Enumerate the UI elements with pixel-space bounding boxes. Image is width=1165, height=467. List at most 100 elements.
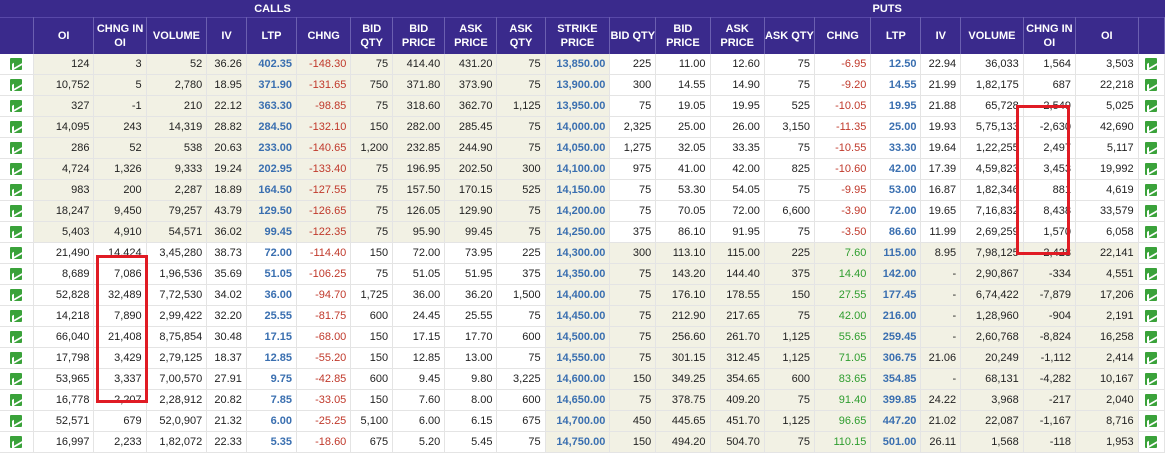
chart-icon[interactable]: [1145, 247, 1158, 260]
calls-cell-4[interactable]: 5.35: [246, 431, 298, 453]
calls-chart-cell[interactable]: [0, 368, 34, 390]
chart-icon[interactable]: [10, 142, 23, 155]
calls-cell-4[interactable]: 6.00: [246, 410, 298, 432]
calls-cell-4[interactable]: 129.50: [246, 200, 298, 222]
calls-chart-cell[interactable]: [0, 179, 34, 201]
puts-cell-5[interactable]: 86.60: [870, 221, 922, 243]
calls-chart-cell[interactable]: [0, 284, 34, 306]
chart-icon[interactable]: [1145, 58, 1158, 71]
puts-chart-cell[interactable]: [1138, 158, 1165, 180]
puts-chart-cell[interactable]: [1138, 54, 1165, 75]
puts-cell-5[interactable]: 501.00: [870, 431, 922, 453]
calls-cell-4[interactable]: 402.35: [246, 54, 298, 75]
puts-chart-cell[interactable]: [1138, 74, 1165, 96]
chart-icon[interactable]: [10, 415, 23, 428]
calls-chart-cell[interactable]: [0, 200, 34, 222]
chart-icon[interactable]: [1145, 142, 1158, 155]
calls-cell-4[interactable]: 36.00: [246, 284, 298, 306]
puts-cell-5[interactable]: 33.30: [870, 137, 922, 159]
chart-icon[interactable]: [10, 247, 23, 260]
chart-icon[interactable]: [10, 58, 23, 71]
puts-chart-cell[interactable]: [1138, 389, 1165, 411]
chart-icon[interactable]: [1145, 79, 1158, 92]
calls-chart-cell[interactable]: [0, 305, 34, 327]
chart-icon[interactable]: [1145, 184, 1158, 197]
calls-cell-4[interactable]: 7.85: [246, 389, 298, 411]
puts-chart-cell[interactable]: [1138, 95, 1165, 117]
puts-cell-5[interactable]: 306.75: [870, 347, 922, 369]
chart-icon[interactable]: [10, 79, 23, 92]
calls-chart-cell[interactable]: [0, 116, 34, 138]
calls-cell-4[interactable]: 202.95: [246, 158, 298, 180]
puts-chart-cell[interactable]: [1138, 221, 1165, 243]
chart-icon[interactable]: [1145, 163, 1158, 176]
puts-chart-cell[interactable]: [1138, 179, 1165, 201]
calls-chart-cell[interactable]: [0, 347, 34, 369]
chart-icon[interactable]: [10, 394, 23, 407]
calls-chart-cell[interactable]: [0, 389, 34, 411]
puts-cell-5[interactable]: 354.85: [870, 368, 922, 390]
calls-cell-4[interactable]: 363.30: [246, 95, 298, 117]
calls-chart-cell[interactable]: [0, 158, 34, 180]
puts-chart-cell[interactable]: [1138, 263, 1165, 285]
chart-icon[interactable]: [10, 268, 23, 281]
chart-icon[interactable]: [1145, 205, 1158, 218]
chart-icon[interactable]: [1145, 331, 1158, 344]
puts-cell-5[interactable]: 177.45: [870, 284, 922, 306]
calls-cell-4[interactable]: 284.50: [246, 116, 298, 138]
chart-icon[interactable]: [10, 436, 23, 449]
chart-icon[interactable]: [1145, 436, 1158, 449]
puts-cell-5[interactable]: 216.00: [870, 305, 922, 327]
puts-cell-5[interactable]: 19.95: [870, 95, 922, 117]
calls-chart-cell[interactable]: [0, 95, 34, 117]
puts-cell-5[interactable]: 14.55: [870, 74, 922, 96]
calls-cell-4[interactable]: 17.15: [246, 326, 298, 348]
chart-icon[interactable]: [10, 226, 23, 239]
calls-chart-cell[interactable]: [0, 54, 34, 75]
chart-icon[interactable]: [1145, 352, 1158, 365]
calls-chart-cell[interactable]: [0, 326, 34, 348]
puts-chart-cell[interactable]: [1138, 431, 1165, 453]
calls-cell-4[interactable]: 72.00: [246, 242, 298, 264]
puts-chart-cell[interactable]: [1138, 410, 1165, 432]
chart-icon[interactable]: [10, 163, 23, 176]
chart-icon[interactable]: [1145, 310, 1158, 323]
puts-cell-5[interactable]: 25.00: [870, 116, 922, 138]
chart-icon[interactable]: [1145, 121, 1158, 134]
chart-icon[interactable]: [10, 352, 23, 365]
puts-cell-5[interactable]: 12.50: [870, 54, 922, 75]
puts-chart-cell[interactable]: [1138, 284, 1165, 306]
puts-cell-5[interactable]: 53.00: [870, 179, 922, 201]
calls-chart-cell[interactable]: [0, 74, 34, 96]
chart-icon[interactable]: [10, 373, 23, 386]
puts-cell-5[interactable]: 72.00: [870, 200, 922, 222]
chart-icon[interactable]: [10, 205, 23, 218]
puts-chart-cell[interactable]: [1138, 326, 1165, 348]
calls-chart-cell[interactable]: [0, 263, 34, 285]
puts-cell-5[interactable]: 399.85: [870, 389, 922, 411]
calls-chart-cell[interactable]: [0, 137, 34, 159]
calls-chart-cell[interactable]: [0, 242, 34, 264]
chart-icon[interactable]: [10, 289, 23, 302]
chart-icon[interactable]: [10, 331, 23, 344]
calls-cell-4[interactable]: 9.75: [246, 368, 298, 390]
puts-cell-5[interactable]: 142.00: [870, 263, 922, 285]
chart-icon[interactable]: [10, 100, 23, 113]
chart-icon[interactable]: [10, 121, 23, 134]
calls-cell-4[interactable]: 51.05: [246, 263, 298, 285]
puts-chart-cell[interactable]: [1138, 137, 1165, 159]
puts-chart-cell[interactable]: [1138, 305, 1165, 327]
calls-cell-4[interactable]: 371.90: [246, 74, 298, 96]
calls-cell-4[interactable]: 99.45: [246, 221, 298, 243]
chart-icon[interactable]: [10, 184, 23, 197]
puts-cell-5[interactable]: 42.00: [870, 158, 922, 180]
calls-chart-cell[interactable]: [0, 431, 34, 453]
puts-chart-cell[interactable]: [1138, 116, 1165, 138]
calls-cell-4[interactable]: 12.85: [246, 347, 298, 369]
chart-icon[interactable]: [1145, 373, 1158, 386]
chart-icon[interactable]: [1145, 394, 1158, 407]
calls-chart-cell[interactable]: [0, 221, 34, 243]
puts-cell-5[interactable]: 447.20: [870, 410, 922, 432]
puts-chart-cell[interactable]: [1138, 368, 1165, 390]
chart-icon[interactable]: [1145, 415, 1158, 428]
